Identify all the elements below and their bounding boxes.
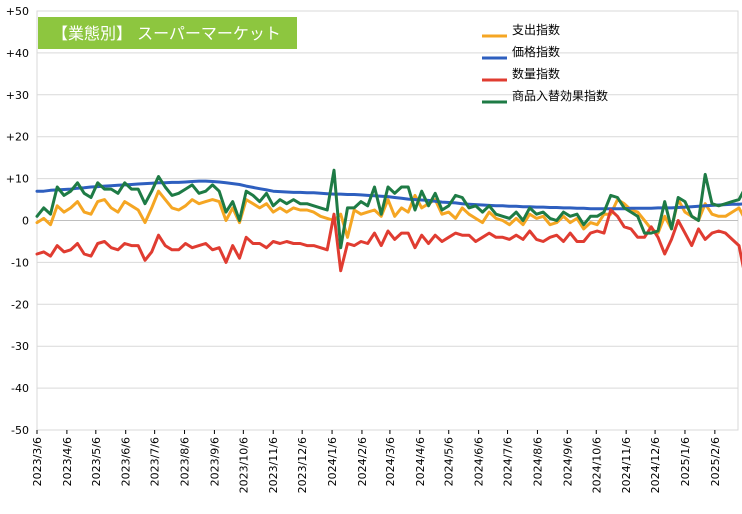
series-line — [35, 189, 742, 239]
y-tick-label: +10 — [6, 173, 29, 186]
x-tick-label: 2024/5/6 — [443, 437, 456, 486]
x-tick-label: 2023/12/6 — [296, 437, 309, 493]
x-tick-label: 2024/3/6 — [384, 437, 397, 486]
y-tick-label: +30 — [6, 89, 29, 102]
x-tick-label: 2024/7/6 — [502, 437, 515, 486]
x-tick-label: 2024/4/6 — [414, 437, 427, 486]
chart-title-background — [38, 17, 297, 49]
x-tick-label: 2023/8/6 — [179, 437, 192, 486]
x-tick-label: 2023/10/6 — [237, 437, 250, 493]
legend-label: 数量指数 — [512, 66, 560, 81]
series-layer — [35, 168, 742, 273]
x-tick-label: 2024/12/6 — [649, 437, 662, 493]
x-tick-label: 2024/10/6 — [590, 437, 603, 493]
legend-label: 商品入替効果指数 — [512, 88, 608, 103]
x-tick-label: 2025/2/6 — [709, 437, 722, 486]
x-tick-label: 2024/1/6 — [326, 437, 339, 486]
x-tick-label: 2024/2/6 — [356, 437, 369, 486]
x-tick-label: 2024/9/6 — [561, 437, 574, 486]
y-tick-label: -30 — [11, 340, 29, 353]
series-line — [35, 168, 742, 250]
y-tick-label: +20 — [6, 131, 29, 144]
x-tick-label: 2025/1/6 — [679, 437, 692, 486]
x-tick-label: 2024/8/6 — [531, 437, 544, 486]
y-tick-label: -40 — [11, 382, 29, 395]
x-tick-label: 2023/5/6 — [90, 437, 103, 486]
y-tick-label: +50 — [6, 5, 29, 18]
x-tick-label: 2023/9/6 — [208, 437, 221, 486]
series-line — [35, 208, 742, 273]
x-tick-label: 2023/11/6 — [267, 437, 280, 493]
y-tick-label: -20 — [11, 298, 29, 311]
x-tick-label: 2023/6/6 — [120, 437, 133, 486]
y-tick-label: 0 — [22, 215, 29, 228]
legend-label: 支出指数 — [512, 22, 560, 37]
x-tick-label: 2023/7/6 — [149, 437, 162, 486]
x-tick-label: 2024/11/6 — [620, 437, 633, 493]
y-tick-label: +40 — [6, 47, 29, 60]
chart-title-box: 【業態別】 スーパーマーケット — [38, 17, 297, 49]
y-tick-label: -10 — [11, 256, 29, 269]
x-tick-label: 2023/3/6 — [31, 437, 44, 486]
y-tick-label: -50 — [11, 424, 29, 437]
x-tick-label: 2024/6/6 — [473, 437, 486, 486]
legend-label: 価格指数 — [512, 44, 560, 59]
chart-title: 【業態別】 スーパーマーケット — [52, 24, 281, 43]
x-tick-label: 2023/4/6 — [61, 437, 74, 486]
